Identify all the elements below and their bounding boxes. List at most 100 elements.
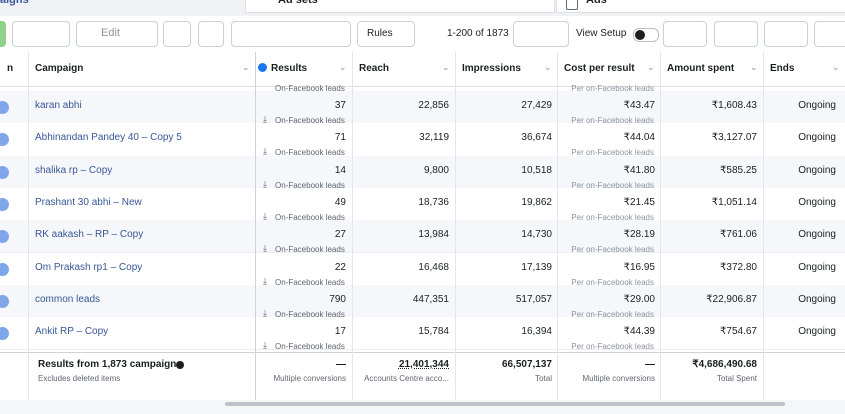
results: 17 <box>334 326 346 338</box>
campaign-name[interactable]: Om Prakash rp1 – Copy <box>35 261 143 273</box>
pager[interactable] <box>513 21 569 47</box>
scrollbar-track <box>0 400 845 414</box>
sort-arrow: ⌄ <box>544 62 552 72</box>
tab: aigns <box>0 0 29 6</box>
cost-per-result: ₹28.19 <box>623 229 655 241</box>
status-dot <box>0 133 9 147</box>
reports-button[interactable] <box>764 21 808 47</box>
download-icon: ⤓ <box>263 275 267 286</box>
ends: Ongoing <box>798 293 836 305</box>
footer-impressions: 66,507,137 <box>501 359 552 370</box>
amount-spent: ₹754.67 <box>720 326 757 338</box>
footer-cost: — <box>645 359 655 370</box>
cost-sub: Per on-Facebook leads <box>571 277 654 287</box>
columns-button[interactable] <box>663 21 707 47</box>
column-header: Reach <box>359 63 390 74</box>
tab-box <box>556 0 845 13</box>
sort-arrow: ⌄ <box>647 62 655 72</box>
result-sub: On-Facebook leads <box>275 180 345 190</box>
campaign-name[interactable]: shalika rp – Copy <box>35 164 113 176</box>
ends: Ongoing <box>798 261 836 273</box>
campaign-name[interactable]: Ankit RP – Copy <box>35 326 109 338</box>
column-header: Results <box>271 63 308 74</box>
cost-sub: Per on-Facebook leads <box>571 212 654 222</box>
tab: Ad sets <box>278 0 318 6</box>
rules-label: Rules <box>367 28 393 39</box>
footer-reach-sub: Accounts Centre acco... <box>364 374 449 383</box>
reach: 9,800 <box>423 164 449 176</box>
amount-spent: ₹585.25 <box>720 164 757 176</box>
download-icon: ⤓ <box>263 114 267 124</box>
column-header: Ends <box>770 63 795 74</box>
impressions: 19,862 <box>521 196 552 208</box>
column-divider <box>660 52 661 400</box>
results: 37 <box>334 100 346 111</box>
results: 71 <box>334 132 346 144</box>
amount-spent: ₹1,608.43 <box>711 100 757 111</box>
results: 49 <box>334 196 346 208</box>
create-button[interactable] <box>0 21 6 47</box>
result-sub: On-Facebook leads <box>275 277 345 287</box>
actions-group[interactable] <box>231 21 351 47</box>
reach: 447,351 <box>412 293 449 305</box>
download-icon: ⤓ <box>263 243 267 254</box>
edit-button[interactable] <box>76 21 158 47</box>
view-setup-toggle[interactable] <box>633 28 659 42</box>
campaign-name[interactable]: RK aakash – RP – Copy <box>35 229 144 241</box>
campaign-name[interactable]: karan abhi <box>35 100 82 111</box>
ends: Ongoing <box>798 132 836 144</box>
clipboard-button[interactable] <box>198 21 224 47</box>
ends: Ongoing <box>798 229 836 241</box>
amount-spent: ₹1,051.14 <box>711 196 757 208</box>
result-sub: On-Facebook leads <box>275 245 345 255</box>
footer-sub: Excludes deleted items <box>38 374 121 383</box>
campaign-name[interactable]: Prashant 30 abhi – New <box>35 196 142 208</box>
column-divider <box>352 52 353 400</box>
column-divider <box>255 52 256 400</box>
impressions: 17,139 <box>521 261 552 273</box>
campaign-name[interactable]: common leads <box>35 293 101 305</box>
footer-label: Results from 1,873 campaigns <box>38 359 182 370</box>
result-sub: On-Facebook leads <box>275 116 345 125</box>
sort-arrow: ⌄ <box>750 62 758 72</box>
impressions: 27,429 <box>521 100 552 111</box>
sort-arrow: ⌄ <box>339 62 347 72</box>
footer-cost-sub: Multiple conversions <box>582 374 655 383</box>
checkbox <box>566 0 578 10</box>
column-header: Impressions <box>462 63 521 74</box>
sort-arrow: ⌄ <box>442 62 450 72</box>
campaign-name[interactable]: Abhinandan Pandey 40 – Copy 5 <box>35 132 182 144</box>
tab: Ads <box>586 0 607 6</box>
duplicate-button[interactable] <box>12 21 70 47</box>
status-dot <box>0 327 9 341</box>
cost-sub: Per on-Facebook leads <box>571 180 654 190</box>
footer-impressions-sub: Total <box>535 374 552 383</box>
reach: 13,984 <box>418 229 449 241</box>
export-button[interactable] <box>814 21 845 47</box>
column-header: Cost per result <box>564 63 635 74</box>
impressions: 36,674 <box>521 132 552 144</box>
rules-button[interactable] <box>357 21 415 47</box>
cost-sub: Per on-Facebook leads <box>571 342 654 352</box>
column-header: n <box>7 63 14 74</box>
ends: Ongoing <box>798 326 836 338</box>
cost-per-result: ₹43.47 <box>623 100 655 111</box>
reach: 18,736 <box>418 196 449 208</box>
impressions: 14,730 <box>521 229 552 241</box>
breakdown-button[interactable] <box>714 21 758 47</box>
info-icon <box>258 63 267 72</box>
cost-sub: Per on-Facebook leads <box>571 116 654 125</box>
results: 27 <box>334 229 346 241</box>
tab-box <box>245 0 555 13</box>
cost-per-result: ₹41.80 <box>623 164 655 176</box>
amount-spent: ₹22,906.87 <box>706 293 757 305</box>
impressions: 16,394 <box>521 326 552 338</box>
results: 790 <box>329 293 346 305</box>
cost-sub: Per on-Facebook leads <box>571 309 654 319</box>
cost-per-result: ₹44.04 <box>623 132 655 144</box>
test-button[interactable] <box>163 21 191 47</box>
sort-arrow: ⌄ <box>832 62 840 72</box>
ends: Ongoing <box>798 100 836 111</box>
footer-reach: 21,401,344 <box>398 359 449 370</box>
sort-arrow: ⌄ <box>242 62 250 72</box>
